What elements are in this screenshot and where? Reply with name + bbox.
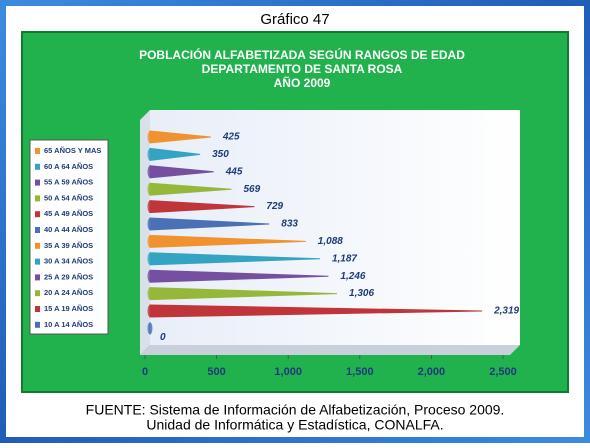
legend-label: 10 A 14 AÑOS	[44, 320, 93, 329]
legend-swatch	[35, 179, 40, 186]
value-label: 445	[225, 166, 243, 177]
value-label: 0	[160, 332, 166, 343]
legend-swatch	[35, 211, 40, 218]
cone-base	[147, 270, 153, 283]
value-label: 350	[212, 149, 229, 160]
cone-base	[147, 148, 153, 161]
value-label: 569	[243, 184, 260, 195]
legend-label: 55 A 59 AÑOS	[44, 178, 93, 187]
cone-base	[147, 165, 153, 178]
x-tick-label: 2,000	[418, 366, 446, 378]
value-label: 729	[266, 201, 283, 212]
legend-swatch	[35, 195, 40, 202]
chart-title: AÑO 2009	[274, 75, 331, 90]
legend-swatch	[35, 306, 40, 312]
legend-label: 40 A 44 AÑOS	[44, 225, 93, 234]
legend-swatch	[35, 148, 40, 154]
legend-swatch	[35, 321, 40, 328]
value-label: 1,246	[340, 271, 365, 282]
value-label: 425	[222, 132, 240, 143]
x-tick-label: 0	[142, 366, 148, 378]
legend-label: 50 A 54 AÑOS	[44, 193, 93, 202]
legend-label: 25 A 29 AÑOS	[44, 272, 93, 281]
legend-swatch	[35, 274, 40, 281]
footer: Unidad de Informática y Estadística, CON…	[146, 417, 443, 433]
legend-swatch	[35, 258, 40, 265]
cone-base	[147, 252, 153, 265]
x-tick-label: 1,000	[274, 366, 302, 378]
legend	[29, 139, 109, 335]
footer: FUENTE: Sistema de Información de Alfabe…	[86, 402, 505, 418]
legend-label: 15 A 19 AÑOS	[44, 304, 93, 313]
chart-title: POBLACIÓN ALFABETIZADA SEGÚN RANGOS DE E…	[139, 47, 465, 62]
cone-base	[147, 218, 153, 230]
x-tick-label: 1,500	[346, 366, 374, 378]
cone-base	[147, 183, 153, 196]
cone-base	[147, 322, 153, 335]
legend-label: 20 A 24 AÑOS	[44, 288, 93, 297]
value-label: 833	[281, 219, 298, 230]
cone-base	[147, 131, 153, 143]
cone-base	[147, 287, 153, 300]
legend-label: 60 A 64 AÑOS	[44, 162, 93, 171]
header: Gráfico 47	[260, 11, 329, 28]
cone-base	[147, 200, 153, 213]
legend-label: 45 A 49 AÑOS	[44, 209, 93, 218]
value-label: 1,306	[349, 288, 374, 299]
cone-base	[147, 305, 153, 317]
legend-label: 30 A 34 AÑOS	[44, 257, 93, 266]
legend-label: 35 A 39 AÑOS	[44, 241, 93, 250]
x-tick-label: 2,500	[489, 366, 517, 378]
legend-swatch	[35, 227, 40, 233]
chart-title: DEPARTAMENTO DE SANTA ROSA	[202, 62, 403, 76]
value-label: 1,088	[318, 236, 343, 247]
legend-swatch	[35, 290, 40, 297]
legend-swatch	[35, 242, 40, 249]
x-tick-label: 500	[207, 366, 225, 378]
legend-label: 65 AÑOS Y MAS	[44, 146, 101, 155]
side-wall	[140, 110, 150, 355]
legend-swatch	[35, 163, 40, 170]
cone-base	[147, 235, 153, 248]
floor	[140, 345, 520, 355]
value-label: 1,187	[332, 253, 357, 264]
value-label: 2,319	[493, 306, 519, 317]
